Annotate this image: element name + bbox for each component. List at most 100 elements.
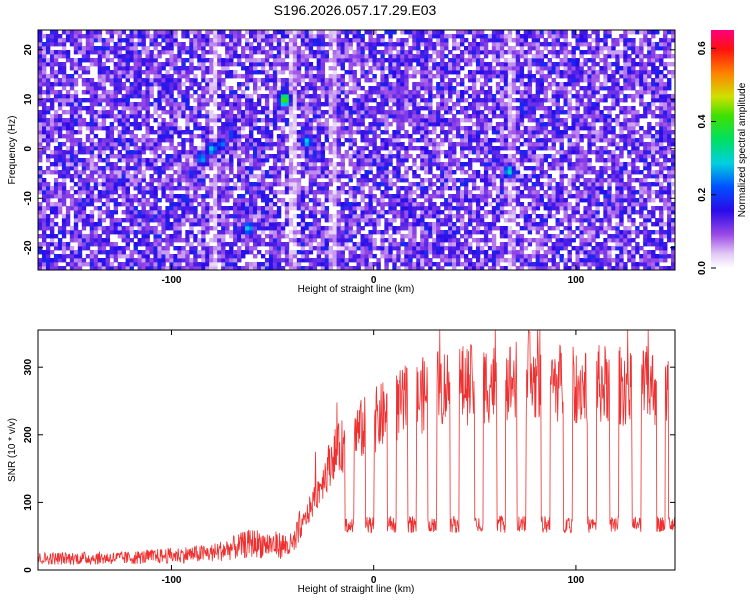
heatmap-cell xyxy=(416,90,421,95)
heatmap-cell xyxy=(38,210,43,215)
heatmap-cell xyxy=(81,46,87,51)
heatmap-cell xyxy=(81,166,87,171)
heatmap-cell xyxy=(53,246,59,251)
heatmap-cell xyxy=(400,98,405,103)
heatmap-cell xyxy=(153,150,158,155)
heatmap-cell xyxy=(328,258,334,263)
heatmap-cell xyxy=(276,230,282,235)
heatmap-cell xyxy=(133,262,138,267)
heatmap-cell xyxy=(137,242,142,247)
heatmap-cell xyxy=(384,250,389,255)
heatmap-cell xyxy=(53,178,59,183)
heatmap-cell xyxy=(213,38,218,43)
heatmap-cell xyxy=(237,162,242,167)
heatmap-cell xyxy=(396,162,401,167)
heatmap-cell xyxy=(380,74,385,79)
heatmap-cell xyxy=(205,186,210,191)
heatmap-cell xyxy=(288,90,294,95)
heatmap-cell xyxy=(368,106,373,111)
heatmap-cell xyxy=(344,34,349,39)
heatmap-cell xyxy=(328,162,334,167)
heatmap-cell xyxy=(368,98,373,103)
heatmap-cell xyxy=(201,242,206,247)
heatmap-cell xyxy=(396,118,401,123)
heatmap-cell xyxy=(364,170,369,175)
heatmap-cell xyxy=(57,162,63,167)
heatmap-cell xyxy=(209,154,214,159)
heatmap-cell xyxy=(296,30,302,35)
heatmap-cell xyxy=(169,162,174,167)
heatmap-cell xyxy=(109,194,115,199)
heatmap-cell xyxy=(61,86,67,91)
heatmap-cell xyxy=(217,202,222,207)
heatmap-cell xyxy=(49,226,55,231)
heatmap-cell xyxy=(145,46,150,51)
heatmap-cell xyxy=(53,170,59,175)
heatmap-cell xyxy=(125,166,130,171)
heatmap-cell xyxy=(404,150,409,155)
heatmap-cell xyxy=(440,126,445,131)
heatmap-cell xyxy=(249,62,254,67)
heatmap-cell xyxy=(360,166,365,171)
heatmap-cell xyxy=(77,258,83,263)
heatmap-cell xyxy=(348,206,353,211)
heatmap-cell xyxy=(308,150,314,155)
heatmap-cell xyxy=(344,150,349,155)
heatmap-cell xyxy=(288,94,294,99)
heatmap-cell xyxy=(217,246,222,251)
heatmap-cell xyxy=(388,218,393,223)
heatmap-cell xyxy=(308,126,314,131)
heatmap-cell xyxy=(380,254,385,259)
heatmap-cell xyxy=(356,34,361,39)
heatmap-cell xyxy=(268,170,274,175)
heatmap-cell xyxy=(292,42,298,47)
heatmap-cell xyxy=(420,146,425,151)
heatmap-cell xyxy=(296,34,302,39)
heatmap-cell xyxy=(400,42,405,47)
heatmap-cell xyxy=(57,54,63,59)
heatmap-cell xyxy=(121,54,126,59)
heatmap-cell xyxy=(245,58,250,63)
heatmap-cell xyxy=(308,34,314,39)
heatmap-cell xyxy=(161,170,166,175)
heatmap-cell xyxy=(157,178,162,183)
heatmap-cell xyxy=(221,254,226,259)
heatmap-cell xyxy=(109,82,115,87)
heatmap-cell xyxy=(38,170,43,175)
heatmap-cell xyxy=(360,110,365,115)
heatmap-cell xyxy=(93,34,99,39)
heatmap-cell xyxy=(177,206,182,211)
heatmap-cell xyxy=(264,102,270,107)
heatmap-cell xyxy=(396,70,401,75)
heatmap-cell xyxy=(217,190,222,195)
heatmap-cell xyxy=(288,114,294,119)
heatmap-cell xyxy=(408,206,413,211)
heatmap-cell xyxy=(344,98,349,103)
heatmap-cell xyxy=(65,194,71,199)
heatmap-cell xyxy=(137,230,142,235)
heatmap-cell xyxy=(49,194,55,199)
heatmap-cell xyxy=(237,170,242,175)
heatmap-cell xyxy=(165,246,170,251)
heatmap-cell xyxy=(141,226,146,231)
heatmap-cell xyxy=(97,194,103,199)
heatmap-cell xyxy=(189,62,194,67)
heatmap-cell xyxy=(161,62,166,67)
heatmap-cell xyxy=(444,182,449,187)
heatmap-cell xyxy=(137,78,142,83)
heatmap-cell xyxy=(213,174,218,179)
heatmap-cell xyxy=(165,214,170,219)
heatmap-cell xyxy=(213,150,218,155)
heatmap-cell xyxy=(249,110,254,115)
heatmap-cell xyxy=(316,182,322,187)
heatmap-cell xyxy=(324,162,330,167)
heatmap-cell xyxy=(348,230,353,235)
heatmap-cell xyxy=(276,226,282,231)
heatmap-cell xyxy=(308,266,314,270)
heatmap-cell xyxy=(400,50,405,55)
heatmap-cell xyxy=(300,194,306,199)
heatmap-cell xyxy=(57,194,63,199)
heatmap-cell xyxy=(237,42,242,47)
heatmap-cell xyxy=(65,174,71,179)
heatmap-cell xyxy=(193,74,198,79)
